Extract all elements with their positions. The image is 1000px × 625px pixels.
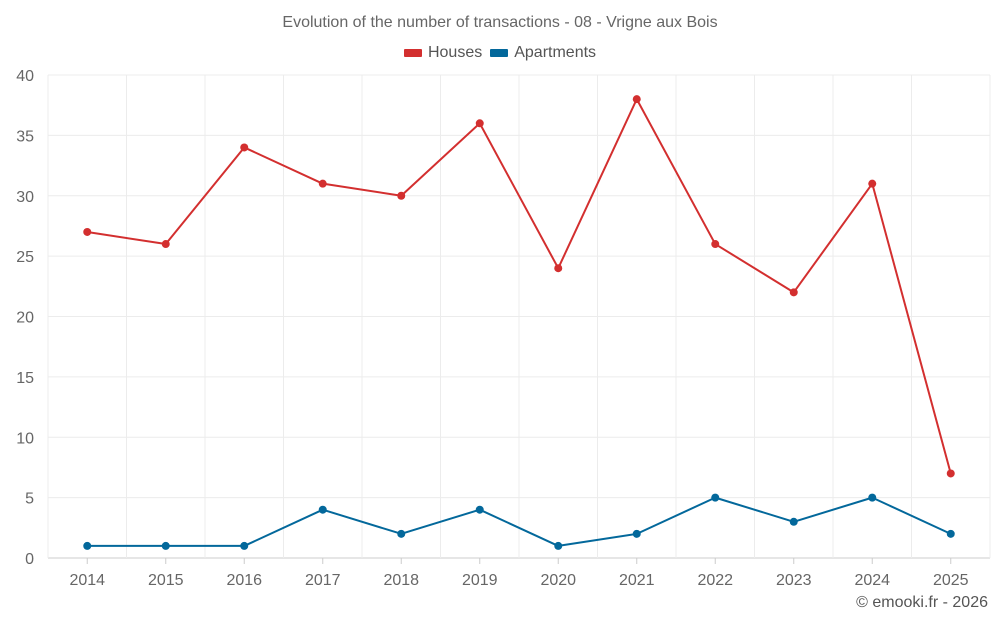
x-tick-label: 2016 [226,572,262,589]
legend-label-apartments: Apartments [514,44,597,61]
y-tick-label: 25 [16,249,34,266]
data-point-apartments [789,517,798,526]
data-point-houses [397,191,406,200]
data-point-houses [946,469,955,478]
data-point-houses [83,227,92,236]
data-point-apartments [868,493,877,502]
x-tick-label: 2019 [462,572,498,589]
data-point-apartments [711,493,720,502]
data-point-houses [240,143,249,152]
data-point-apartments [475,505,484,514]
x-tick-label: 2023 [776,572,812,589]
data-point-apartments [318,505,327,514]
chart-title: Evolution of the number of transactions … [282,14,718,31]
x-tick-label: 2014 [69,572,105,589]
y-tick-label: 35 [16,128,34,145]
data-point-houses [554,264,563,273]
series-line-apartments [87,496,952,547]
legend-swatch-apartments [490,49,509,57]
data-point-apartments [161,541,170,550]
data-point-apartments [946,529,955,538]
data-point-houses [632,95,641,104]
data-point-apartments [632,529,641,538]
data-point-houses [868,179,877,188]
x-tick-label: 2025 [933,572,969,589]
y-tick-label: 0 [25,551,34,568]
legend-label-houses: Houses [427,44,483,61]
data-point-houses [318,179,327,188]
legend-item-apartments[interactable]: Apartments [490,44,596,62]
y-tick-label: 5 [25,491,34,508]
series-line-houses [87,98,952,474]
data-point-houses [711,240,720,249]
x-tick-label: 2017 [305,572,341,589]
x-tick-label: 2022 [697,572,733,589]
x-tick-label: 2021 [619,572,655,589]
data-point-houses [161,240,170,249]
x-tick-label: 2015 [148,572,184,589]
y-tick-label: 10 [16,430,34,447]
x-tick-label: 2020 [540,572,576,589]
y-tick-label: 15 [16,370,34,387]
legend-swatch-houses [403,49,422,57]
credit-text: © emooki.fr - 2026 [856,594,988,611]
legend: Houses Apartments [0,44,1000,62]
data-point-houses [789,288,798,297]
data-point-apartments [240,541,249,550]
y-tick-label: 30 [16,189,34,206]
data-point-apartments [554,541,563,550]
data-point-apartments [83,541,92,550]
data-point-houses [475,119,484,128]
data-point-apartments [397,529,406,538]
x-tick-label: 2018 [383,572,419,589]
x-tick-label: 2024 [854,572,890,589]
legend-item-houses[interactable]: Houses [403,44,483,62]
y-tick-label: 40 [16,68,34,85]
y-tick-label: 20 [16,310,34,327]
